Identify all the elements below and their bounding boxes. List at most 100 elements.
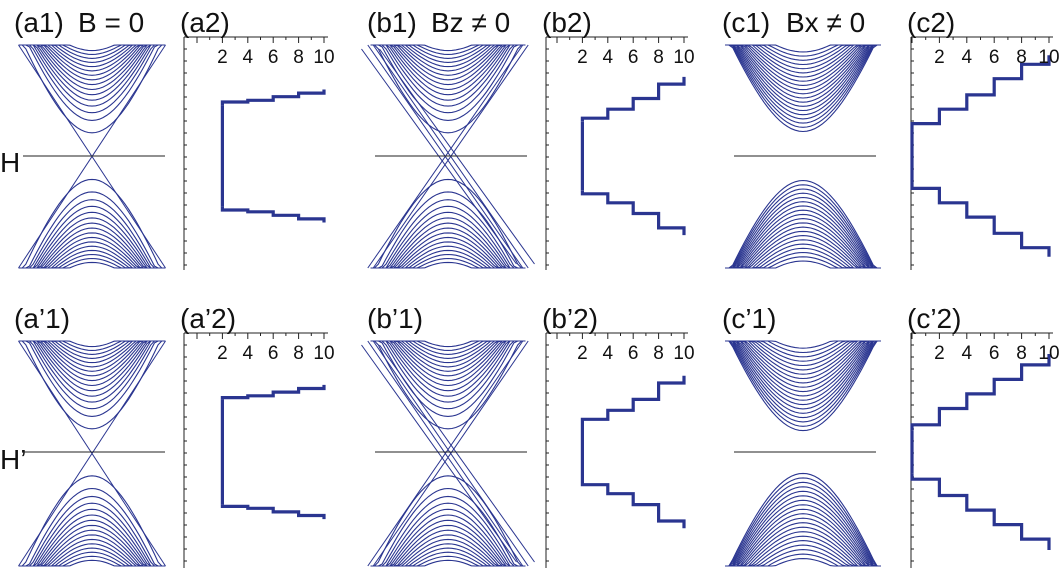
x-tick-label: 6 [268, 47, 279, 68]
conduction-subband [370, 340, 526, 403]
x-tick-label: 10 [313, 343, 334, 364]
valence-subband [725, 535, 881, 567]
conduction-subband [18, 340, 166, 417]
conduction-subband [370, 44, 526, 91]
conduction-subband [18, 44, 166, 107]
valence-subband [725, 495, 881, 567]
conduction-subband [725, 340, 881, 349]
conduction-subband [370, 44, 526, 121]
dirac-line-1b [372, 340, 529, 567]
conduction-subband [18, 340, 166, 382]
conduction-subband [370, 44, 526, 134]
x-tick-label: 4 [603, 343, 614, 364]
valence-subband [725, 472, 881, 567]
conduction-subband [725, 340, 881, 419]
conduction-subband [725, 340, 881, 423]
valence-subband [370, 495, 526, 567]
panel-label-c1: (c1) [722, 7, 770, 38]
x-tick-label: 4 [603, 47, 614, 68]
panels: (a1) B = 02 4 6 8 10(a2) (b1) Bz ≠ 02 4 6 8 10(b2)(… [14, 7, 1060, 568]
conductance-step-series-0 [220, 384, 326, 400]
valence-subband [725, 522, 881, 567]
conduction-subband [18, 44, 166, 134]
valence-subband [725, 235, 881, 269]
conductance-step-series-0 [580, 375, 686, 423]
valence-subband [18, 524, 166, 567]
conduction-subband [18, 44, 166, 96]
valence-subband [725, 526, 881, 567]
valence-subband [18, 543, 166, 567]
conduction-subband [370, 44, 526, 101]
conduction-subband [725, 44, 881, 103]
valence-subband [18, 559, 166, 567]
valence-subband [725, 508, 881, 567]
x-tick-label: 4 [243, 47, 254, 68]
conduction-subband [725, 44, 881, 53]
valence-subband [370, 487, 526, 567]
row-label-h-prime: H’ [0, 444, 26, 475]
x-tick-label: 6 [268, 343, 279, 364]
valence-subband [18, 205, 166, 269]
band-structure-a1p [18, 340, 166, 567]
conduction-subband [725, 44, 881, 78]
band-structure-c1 [725, 44, 881, 269]
x-tick-label: 6 [989, 343, 1000, 364]
conduction-subband [725, 340, 881, 410]
conduction-subband [725, 44, 881, 124]
conduction-subband [725, 340, 881, 375]
valence-subband [370, 519, 526, 567]
valence-subband [18, 245, 166, 269]
x-tick-label: 2 [217, 343, 228, 364]
valence-subband [725, 184, 881, 269]
valence-subband [370, 559, 526, 567]
conduction-subband [725, 44, 881, 133]
x-tick-label: 2 [577, 47, 588, 68]
conductance-step-series-1 [580, 190, 686, 236]
valence-subband [370, 543, 526, 567]
x-tick-label: 2 [934, 343, 945, 364]
x-tick-label: 10 [1038, 343, 1059, 364]
valence-subband [725, 481, 881, 567]
conductance-step-series-1 [220, 206, 326, 223]
valence-subband [725, 260, 881, 269]
conduction-subband [370, 340, 526, 417]
conduction-subband [370, 340, 526, 430]
valence-subband [725, 205, 881, 269]
dirac-line-0b [367, 340, 524, 567]
conduction-subband [725, 340, 881, 406]
valence-subband [370, 502, 526, 567]
valence-subband [370, 524, 526, 567]
valence-subband [18, 217, 166, 269]
x-tick-label: 8 [1016, 47, 1027, 68]
conductance-plot-c2 [910, 36, 1053, 270]
conduction-subband [18, 340, 166, 397]
valence-subband [370, 514, 526, 567]
conductance-step-series-0 [220, 89, 326, 106]
conduction-subband [18, 44, 166, 114]
panel-label-a1p: (a’1) [14, 303, 70, 334]
conductance-plot-b2 [545, 36, 688, 270]
x-tick-label: 8 [293, 47, 304, 68]
conduction-subband [725, 44, 881, 120]
conduction-subband [725, 340, 881, 393]
conduction-subband [18, 340, 166, 348]
conductance-plot-c2p [910, 332, 1053, 568]
valence-subband [725, 192, 881, 269]
valence-subband [18, 487, 166, 567]
valence-subband [725, 490, 881, 567]
valence-subband [370, 191, 526, 269]
valence-subband [725, 531, 881, 567]
conductance-plot-a2p [183, 332, 328, 568]
conduction-subband [725, 340, 881, 401]
x-tick-label: 4 [962, 343, 973, 364]
panel-label-a1: (a1) [14, 7, 64, 38]
valence-subband [725, 251, 881, 269]
conductance-step-series-0 [910, 354, 1051, 431]
band-structure-b1p [361, 340, 535, 567]
valence-subband [725, 209, 881, 269]
valence-subband [725, 196, 881, 269]
panel-label-b1: (b1) [367, 7, 417, 38]
conductance-step-series-1 [910, 473, 1051, 550]
conduction-subband [370, 340, 526, 397]
valence-subband [725, 513, 881, 567]
